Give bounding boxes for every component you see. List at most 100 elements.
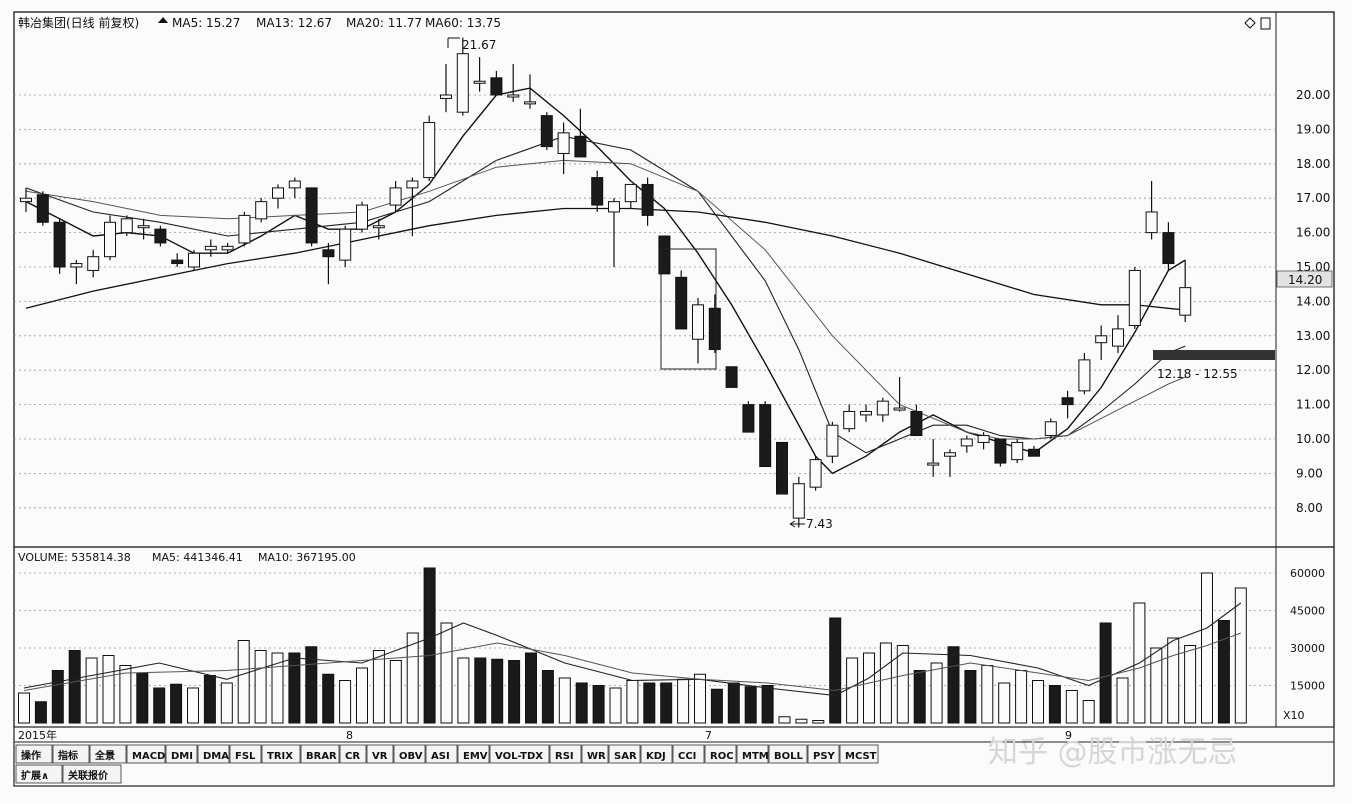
candle [272, 184, 284, 209]
candle [288, 177, 301, 199]
tab-asi[interactable]: ASI [425, 744, 458, 764]
candle-body [70, 263, 83, 268]
candle-body [944, 452, 956, 457]
volume-bar [575, 682, 588, 724]
candle [692, 297, 704, 364]
tab-sar[interactable]: SAR [608, 744, 641, 764]
candle [608, 198, 620, 267]
tab-wr[interactable]: WR [581, 744, 609, 764]
low-price-label: 7.43 [806, 517, 833, 531]
tab-cr[interactable]: CR [339, 744, 367, 764]
volume-bar [203, 675, 216, 724]
candle-body [608, 201, 620, 213]
volume-bar [18, 692, 30, 724]
candle-body [524, 101, 536, 105]
ma20-label: MA20: 11.77 [346, 16, 422, 30]
tab-label: PSY [813, 751, 836, 762]
tab-trix[interactable]: TRIX [261, 744, 301, 764]
window-frame [13, 11, 1335, 787]
tab-fsl[interactable]: FSL [229, 744, 262, 764]
volume-bar [34, 701, 47, 724]
candle [372, 218, 385, 240]
price-tick-label: 10.00 [1296, 432, 1330, 446]
tab-roc[interactable]: ROC [704, 744, 737, 764]
volume-bar [1116, 677, 1129, 724]
tab-label: SAR [614, 751, 637, 762]
box-icon[interactable] [1260, 17, 1271, 30]
tab-cci[interactable]: CCI [672, 744, 705, 764]
candle [675, 270, 688, 330]
candle [1011, 439, 1024, 464]
tab-label: WR [587, 751, 606, 762]
candle [540, 112, 553, 151]
candle-body [759, 404, 772, 468]
volume-ma10-line [23, 632, 1241, 692]
tab-指标[interactable]: 指标 [52, 744, 90, 764]
tab-frame [229, 744, 262, 764]
volume-bar [271, 652, 284, 724]
candle [339, 225, 352, 267]
year-label: 2015年 [18, 728, 57, 742]
candle-body [658, 235, 671, 275]
candle [893, 377, 906, 412]
tab-label: RSI [555, 751, 574, 762]
price-panel[interactable]: 8.00 9.00 10.00 11.00 12.00 13.00 14.00 15.00 16… [13, 11, 1335, 548]
candle [574, 108, 587, 158]
candle-body [624, 183, 637, 203]
tab-label: DMI [171, 751, 193, 762]
candle [87, 249, 100, 278]
candle-body [776, 441, 788, 495]
candle-body [456, 53, 469, 113]
tab-dma[interactable]: DMA [197, 744, 230, 764]
tab-label: 全景 [94, 749, 115, 762]
volume-bar [220, 682, 233, 724]
volume-bar [525, 652, 537, 724]
tab-emv[interactable]: EMV [457, 744, 490, 764]
candle [1044, 418, 1057, 439]
tab-obv[interactable]: OBV [393, 744, 426, 764]
candle [1095, 325, 1108, 360]
candle [322, 242, 335, 285]
tab-frame [339, 744, 367, 764]
candle [742, 401, 755, 433]
tab-boll[interactable]: BOLL [768, 744, 808, 764]
volume-bar [694, 673, 706, 724]
volume-tick-label: 60000 [1290, 567, 1325, 580]
tab-全景[interactable]: 全景 [89, 744, 127, 764]
tab-vol-tdx[interactable]: VOL-TDX [489, 744, 550, 764]
tab-扩展-[interactable]: 扩展∧ [15, 764, 63, 784]
tab-brar[interactable]: BRAR [300, 744, 340, 764]
candle [944, 449, 956, 477]
tab-frame [393, 744, 426, 764]
tab-frame [704, 744, 737, 764]
tab-frame [15, 744, 53, 764]
price-tick-label: 18.00 [1296, 157, 1330, 171]
volume-bar [51, 670, 64, 724]
tab-dmi[interactable]: DMI [165, 744, 198, 764]
candle [137, 218, 150, 240]
tab-vr[interactable]: VR [366, 744, 394, 764]
support-range-label: 12.18 - 12.55 [1157, 367, 1238, 381]
tab-mcst[interactable]: MCST [839, 744, 879, 764]
tab-rsi[interactable]: RSI [549, 744, 582, 764]
high-price-label: 21.67 [462, 38, 496, 52]
candle [977, 432, 990, 450]
diamond-icon[interactable] [1244, 17, 1256, 29]
candle [473, 57, 486, 92]
volume-bar [1015, 670, 1028, 724]
tab-macd[interactable]: MACD [126, 744, 166, 764]
tab-操作[interactable]: 操作 [15, 744, 53, 764]
tab-frame [126, 744, 166, 764]
tab-关联报价[interactable]: 关联报价 [62, 764, 122, 784]
candle [792, 476, 805, 528]
tab-kdj[interactable]: KDJ [640, 744, 673, 764]
candle-body [860, 410, 872, 416]
volume-panel[interactable]: 15000 30000 45000 60000 VOLUME: 535814.38 M… [13, 546, 1335, 728]
candle-body [221, 245, 234, 251]
candle-body [977, 435, 990, 443]
ma60-label: MA60: 13.75 [425, 16, 501, 30]
candle [725, 366, 738, 388]
volume-ma-lines [23, 602, 1242, 697]
tab-mtm[interactable]: MTM [736, 744, 769, 764]
tab-psy[interactable]: PSY [807, 744, 840, 764]
